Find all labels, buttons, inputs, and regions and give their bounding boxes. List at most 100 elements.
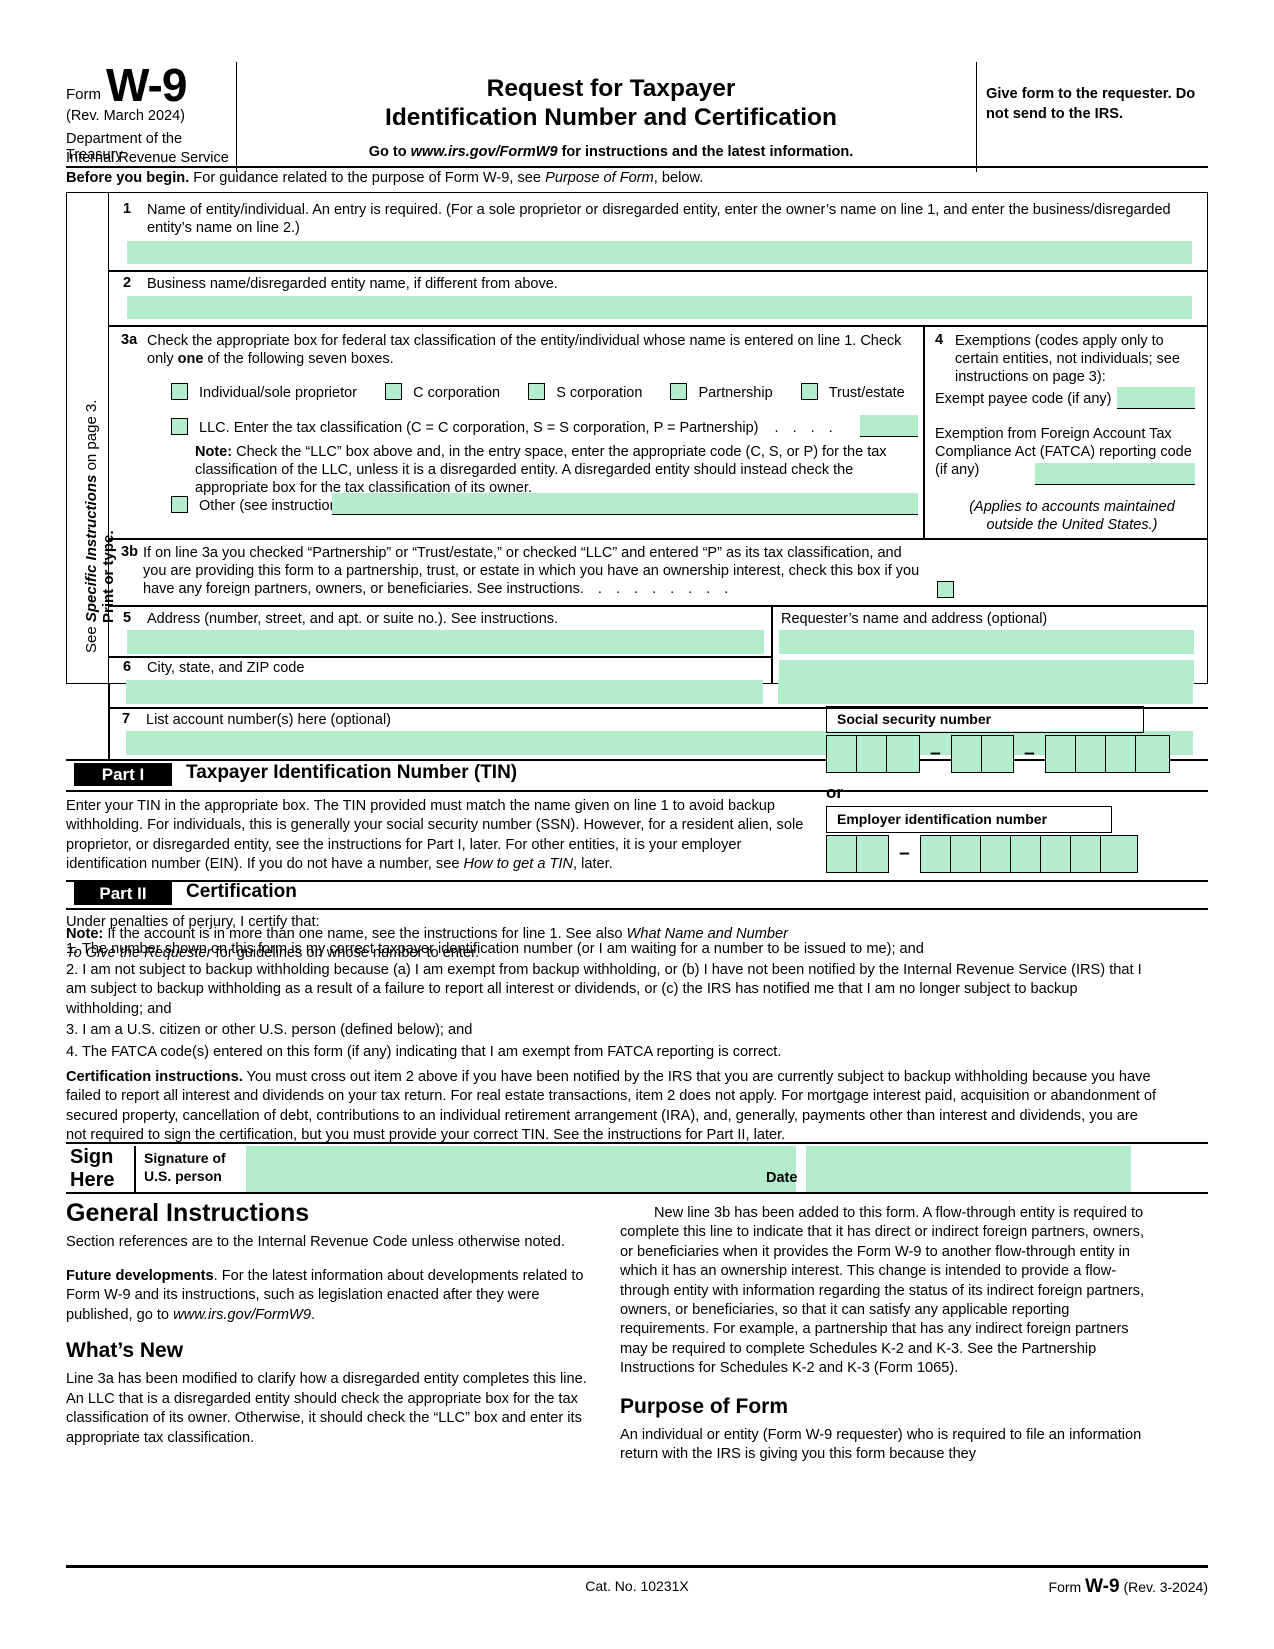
line3b-bottom-rule (109, 605, 1207, 607)
signature-label-line-2: U.S. person (144, 1168, 222, 1184)
goto-url-line: Go to www.irs.gov/FormW9 for instruction… (246, 144, 976, 160)
irs-url-link[interactable]: www.irs.gov/FormW9 (410, 144, 558, 160)
purpose-of-form-ref: Purpose of Form (545, 170, 654, 186)
footer-form-id: Form W-9 (Rev. 3-2024) (960, 1576, 1208, 1598)
what-name-number-ref: What Name and Number To Give the Request… (66, 926, 788, 962)
future-developments-url[interactable]: www.irs.gov/FormW9 (173, 1306, 311, 1323)
line1-bottom-rule (109, 270, 1207, 272)
sign-here-line-1: Sign (70, 1146, 114, 1168)
ein-group-2[interactable] (919, 835, 1138, 873)
label-s-corporation: S corporation (556, 385, 643, 401)
part-1-body: Enter your TIN in the appropriate box. T… (66, 797, 806, 874)
certification-instructions-label: Certification instructions. (66, 1069, 243, 1085)
future-developments-text: . For the latest information about devel… (66, 1267, 584, 1323)
part-1-note: Note: If the account is in more than one… (66, 925, 806, 964)
part-1-body-tail: , later. (573, 855, 613, 872)
line2-business-name-input[interactable] (127, 296, 1192, 319)
future-developments-tail: . (310, 1306, 316, 1323)
certification-instructions-text: You must cross out item 2 above if you h… (66, 1069, 1156, 1143)
certification-item-1: 1. The number shown on this form is my c… (66, 941, 924, 957)
ssn-input-group[interactable]: – – (826, 735, 1170, 773)
new-line-3b-paragraph: New line 3b has been added to this form.… (620, 1205, 1145, 1377)
before-you-begin-tail: , below. (653, 170, 704, 186)
llc-row: LLC. Enter the tax classification (C = C… (171, 418, 838, 436)
ein-label: Employer identification number (837, 811, 1048, 827)
sign-here-line-2: Here (70, 1169, 115, 1191)
checkbox-partnership[interactable] (670, 383, 688, 400)
sidebar-page: on page 3. (83, 399, 100, 475)
future-developments-paragraph: Future developments. For the latest info… (66, 1267, 596, 1325)
date-input[interactable] (806, 1146, 1131, 1192)
requester-label: Requester’s name and address (optional) (781, 611, 1048, 627)
line6-number: 6 (123, 659, 132, 675)
requester-input-line-1[interactable] (779, 630, 1194, 654)
future-developments-label: Future developments (66, 1267, 214, 1284)
line3b-leader-dots: . . . . . . . . . (579, 581, 734, 597)
ein-label-box: Employer identification number (826, 806, 1112, 833)
entity-information-box: Print or type. See Specific Instructions… (66, 192, 1208, 684)
part-1-note-tail: for guidelines on whose number to enter. (211, 945, 480, 962)
fatca-code-label: Exemption from Foreign Account Tax Compl… (935, 426, 1192, 478)
label-c-corporation: C corporation (413, 385, 501, 401)
certification-item-2: 2. I am not subject to backup withholdin… (66, 962, 1142, 1017)
line3a-bottom-rule (109, 538, 1207, 540)
sidebar-emphasis: Specific Instructions (83, 474, 100, 623)
sidebar-extension-rule (108, 684, 110, 760)
footer-form-number: W-9 (1085, 1576, 1120, 1597)
whats-new-title: What’s New (66, 1339, 184, 1363)
ssn-ein-or-label: or (826, 783, 843, 802)
before-you-begin-label: Before you begin. (66, 170, 190, 186)
signature-label-line-1: Signature of (144, 1150, 226, 1166)
part-1-rule (66, 790, 1208, 792)
purpose-of-form-title: Purpose of Form (620, 1394, 789, 1418)
llc-classification-input[interactable] (860, 415, 918, 437)
checkbox-foreign-partners[interactable] (937, 581, 954, 598)
ein-input-group[interactable]: – (826, 835, 1138, 873)
ssn-group-3[interactable] (1044, 735, 1170, 773)
exempt-payee-code-input[interactable] (1117, 387, 1195, 409)
give-form-note: Give form to the requester. Do not send … (986, 86, 1196, 122)
certification-intro: Under penalties of perjury, I certify th… (66, 914, 320, 930)
catalog-number: Cat. No. 10231X (585, 1578, 689, 1594)
sign-here-label: Sign Here (70, 1146, 114, 1192)
line1-name-input[interactable] (127, 241, 1192, 264)
checkbox-trust-estate[interactable] (800, 383, 818, 400)
fatca-code-input[interactable] (1035, 463, 1195, 485)
exempt-payee-code-label: Exempt payee code (if any) (935, 391, 1112, 407)
ssn-label: Social security number (837, 711, 992, 727)
line7-number: 7 (122, 711, 131, 727)
header-bottom-rule (66, 166, 1208, 168)
sign-here-bottom-rule (66, 1192, 1208, 1194)
signature-input[interactable] (246, 1146, 796, 1192)
line2-label: Business name/disregarded entity name, i… (147, 276, 558, 292)
llc-note-label: Note: (195, 444, 233, 460)
line3b-label: If on line 3a you checked “Partnership” … (143, 544, 921, 598)
ssn-label-box: Social security number (826, 706, 1144, 733)
date-label: Date (766, 1170, 798, 1186)
line7-account-numbers-input[interactable] (126, 731, 1193, 755)
line6-city-state-zip-input[interactable] (126, 680, 763, 704)
ssn-group-2[interactable] (950, 735, 1014, 773)
part-1-body-text: Enter your TIN in the appropriate box. T… (66, 798, 804, 872)
line6-label: City, state, and ZIP code (147, 660, 305, 676)
form-header: Form W-9 (Rev. March 2024) Department of… (66, 59, 1208, 172)
other-classification-input[interactable] (332, 493, 918, 515)
ein-group-1[interactable] (826, 835, 889, 873)
general-instructions-column: General Instructions Section references … (66, 1200, 596, 1448)
line5-number: 5 (123, 610, 132, 626)
label-llc: LLC. Enter the tax classification (C = C… (199, 420, 759, 436)
sign-here-row: Sign Here Signature of U.S. person Date (66, 1146, 1208, 1192)
label-individual-sole-proprietor: Individual/sole proprietor (199, 385, 358, 401)
checkbox-individual-sole-proprietor[interactable] (171, 383, 188, 400)
form-revision: (Rev. March 2024) (66, 108, 185, 124)
line1-label: Name of entity/individual. An entry is r… (147, 202, 1171, 236)
requester-input-line-3[interactable] (778, 680, 1193, 704)
ssn-group-1[interactable] (826, 735, 920, 773)
certification-item-4: 4. The FATCA code(s) entered on this for… (66, 1044, 782, 1060)
certification-item-3: 3. I am a U.S. citizen or other U.S. per… (66, 1022, 473, 1038)
checkbox-llc[interactable] (171, 418, 188, 435)
checkbox-s-corporation[interactable] (528, 383, 546, 400)
checkbox-other[interactable] (171, 496, 188, 513)
line5-address-input[interactable] (127, 630, 764, 654)
checkbox-c-corporation[interactable] (385, 383, 403, 400)
